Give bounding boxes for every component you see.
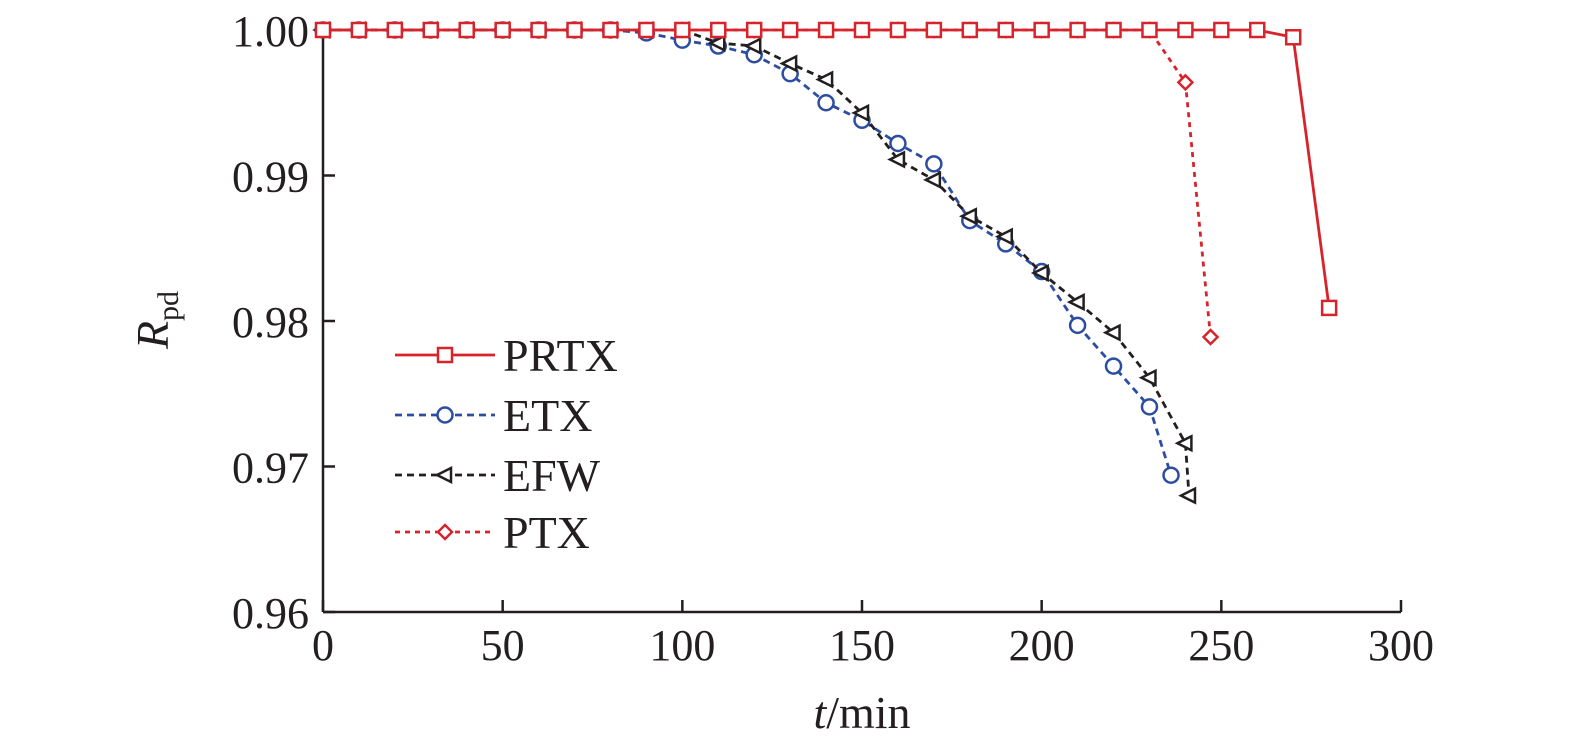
data-point-prtx [602,21,619,39]
data-point-prtx [314,21,332,39]
data-point-prtx [925,21,943,39]
data-point-prtx [853,21,871,39]
x-axis-unit: /min [826,687,910,738]
data-point-etx [1162,466,1180,484]
data-point-prtx [745,21,763,39]
legend-item-prtx: PRTX [395,330,618,381]
data-point-prtx [1249,21,1266,39]
data-point-efw [779,54,798,73]
data-point-prtx [1033,21,1050,39]
legend: PRTX ETX EFW PTX [395,330,618,558]
data-point-prtx [889,21,907,39]
series-line-ptx [323,28,1212,338]
legend-item-efw: EFW [395,450,601,501]
data-point-prtx [1069,21,1086,39]
y-axis-variable: R [127,321,178,350]
data-point-prtx [1105,21,1122,39]
x-axis-title: t/min [813,687,910,738]
data-point-prtx [638,21,655,39]
data-point-efw [1030,263,1049,283]
series-prtx [314,21,1338,317]
legend-marker-prtx [436,346,454,364]
data-point-prtx [997,21,1014,39]
x-axis-variable: t [813,687,827,738]
data-point-efw [1066,293,1085,312]
data-point-prtx [350,21,368,39]
y-axis-subscript: pd [152,291,185,321]
data-point-prtx [781,21,799,39]
data-point-prtx [422,21,440,39]
data-point-etx [817,94,835,112]
x-tick-label: 250 [1188,621,1254,670]
data-point-etx [889,134,907,153]
y-tick-label: 1.00 [232,7,309,56]
data-point-efw [887,150,906,169]
legend-marker-etx [436,406,454,424]
legend-item-etx: ETX [395,390,592,441]
data-point-prtx [1177,21,1194,39]
y-axis-title: Rpd [127,291,185,350]
data-point-prtx [1141,21,1158,39]
data-point-efw [743,36,762,56]
data-point-prtx [1284,29,1302,46]
legend-label-etx: ETX [503,390,592,441]
y-tick-label: 0.97 [232,444,309,493]
data-point-efw [1102,323,1121,342]
data-point-efw [959,207,978,226]
x-tick-label: 200 [1009,621,1075,670]
data-point-efw [1138,368,1157,387]
series-line-efw [323,28,1191,496]
x-tick-label: 0 [312,621,334,670]
series-line-prtx [323,28,1331,309]
data-point-prtx [1320,299,1338,317]
data-point-efw [707,34,726,53]
legend-marker-efw [434,465,453,485]
legend-item-ptx: PTX [395,507,590,558]
data-point-efw [994,227,1013,246]
y-tick-label: 0.99 [232,153,309,202]
data-point-prtx [674,21,691,39]
data-point-efw [815,70,834,89]
data-point-etx [1140,398,1159,416]
x-tick-label: 100 [649,621,715,670]
data-point-prtx [710,21,727,39]
data-point-prtx [386,21,404,39]
data-point-prtx [1213,21,1230,39]
data-point-prtx [961,21,979,39]
x-axis-ticks: 0 50 100 150 200 250 300 [312,600,1434,670]
data-point-prtx [458,21,475,39]
data-point-etx [1104,357,1123,375]
series-layer [312,20,1338,505]
data-point-prtx [817,21,835,39]
data-point-prtx [530,21,547,39]
legend-marker-ptx [436,523,454,541]
data-point-efw [851,103,870,122]
x-tick-label: 300 [1368,621,1434,670]
data-point-ptx [1201,328,1220,346]
series-efw [312,20,1197,505]
legend-label-efw: EFW [503,450,601,501]
data-point-prtx [566,21,583,39]
legend-label-prtx: PRTX [503,330,618,381]
data-point-prtx [494,21,511,39]
legend-label-ptx: PTX [503,507,590,558]
data-point-efw [1174,434,1193,453]
x-tick-label: 150 [829,621,895,670]
data-point-efw [1178,486,1197,505]
data-point-ptx [1176,73,1195,92]
data-point-efw [923,170,942,189]
x-tick-label: 50 [481,621,525,670]
data-point-etx [1068,316,1087,335]
y-tick-label: 0.96 [232,589,309,638]
y-axis-ticks: 0.96 0.97 0.98 0.99 1.00 [232,7,335,638]
y-tick-label: 0.98 [232,298,309,347]
data-point-etx [925,155,943,173]
